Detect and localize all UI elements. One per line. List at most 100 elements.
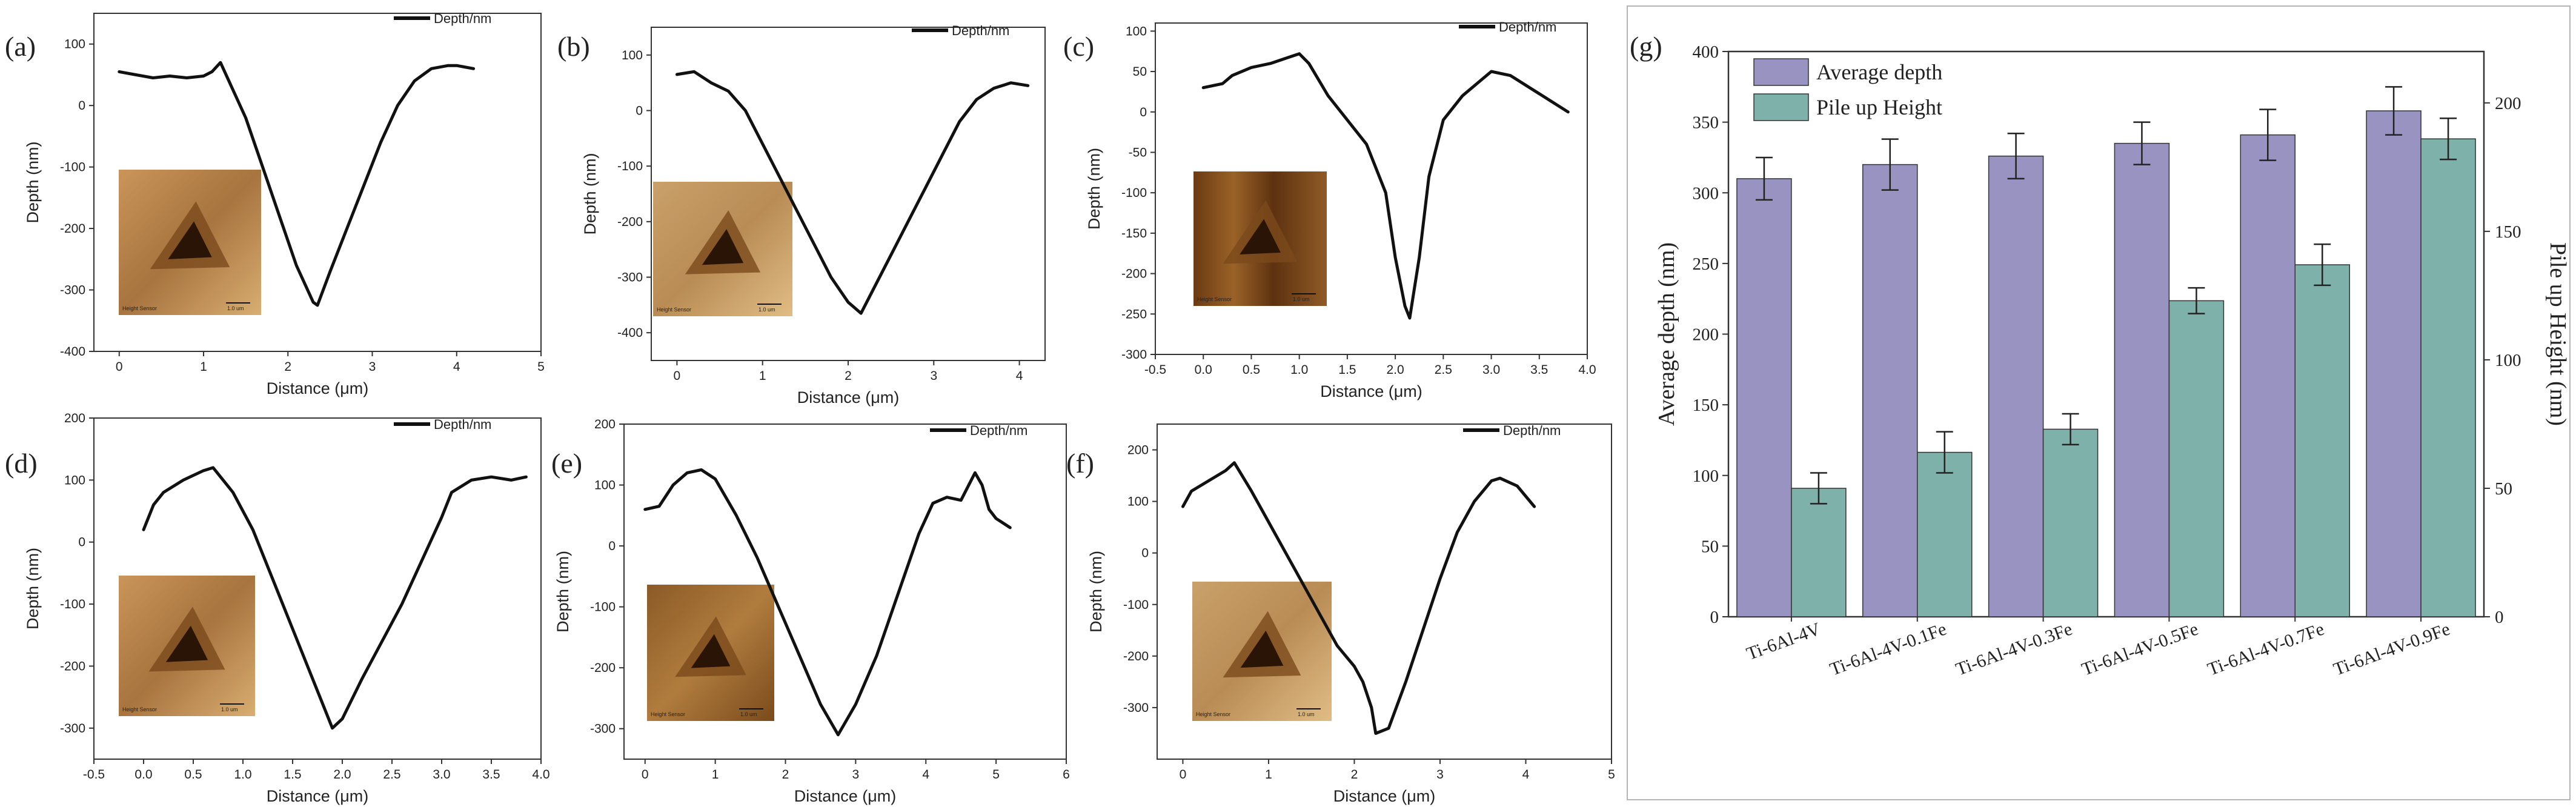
inset-sensor-label: Height Sensor [1197,296,1232,302]
category-label: Ti-6Al-4V-0.5Fe [2079,619,2201,680]
average-depth-bar [1736,178,1792,617]
y-tick-label: -100 [1123,598,1149,612]
legend-label: Average depth [1816,60,1942,84]
y-tick-label: -200 [60,659,85,673]
category-label: Ti-6Al-4V [1744,619,1823,664]
x-tick-label: -0.5 [83,768,105,782]
x-tick-label: 4 [922,768,929,782]
x-tick-label: 1.0 [234,768,251,782]
y-axis-label: Depth (nm) [554,551,572,633]
y-tick-label: -100 [60,597,85,611]
y-tick-label: 150 [1693,396,1719,415]
y-axis-label: Average depth (nm) [1654,242,1679,426]
x-tick-label: 3.5 [1530,363,1548,377]
x-tick-label: 1 [1265,768,1272,782]
category-label: Ti-6Al-4V-0.9Fe [2331,619,2452,680]
x-tick-label: 2.0 [1387,363,1404,377]
x-tick-label: 4 [453,360,460,374]
y-tick-label: -100 [1121,186,1147,200]
depth-profile-line [118,61,476,307]
legend-swatch [1753,93,1809,121]
x-tick-label: 3 [369,360,376,374]
legend: Average depth Pile up Height [1753,58,1942,121]
depth-profile-line [142,466,528,730]
bar-group-2 [1862,138,1973,617]
x-tick-label: 2.5 [383,768,400,782]
inset-sensor-label: Height Sensor [1196,711,1230,717]
average-depth-bar [1988,155,2044,617]
panel-label: (d) [5,448,38,479]
inset-scale-label: 1.0 um [740,711,757,717]
x-tick-label: 0.0 [134,768,152,782]
pile-up-height-bar [2420,138,2476,617]
x-tick-label: 1 [759,369,766,383]
x-tick-label: 0 [116,360,123,374]
inset-scale-label: 1.0 um [759,307,775,313]
y-tick-label: 100 [1127,495,1149,509]
y-tick-label: -100 [60,161,85,174]
y-tick-label: -200 [617,215,643,229]
pile-up-height-bar [1917,451,1973,617]
y2-tick-label: 0 [2495,608,2504,627]
x-tick-label: 0.5 [1243,363,1260,377]
panel-c: Height Sensor 1.0 um -0.5 0.0 0.5 1.0 1.5 2.0 2.… [1063,19,1596,400]
y-tick-label: 50 [1701,537,1719,556]
afm-inset-image: Height Sensor 1.0 um [653,182,792,316]
x-tick-label: 1.5 [284,768,301,782]
legend-label: Pile up Height [1816,95,1942,119]
y2-axis-label: Pile up Height (nm) [2545,242,2571,426]
bar-group-6 [2366,86,2476,617]
x-tick-label: 2.0 [333,768,351,782]
y-axis-label: Depth (nm) [24,548,42,629]
x-tick-label: 0.0 [1195,363,1212,377]
x-axis-label: Distance (μm) [1320,382,1422,400]
x-tick-label: 0.5 [184,768,202,782]
depth-profile-line [1201,52,1570,320]
x-tick-label: 3.0 [1482,363,1500,377]
x-tick-label: 3 [852,768,860,782]
y-tick-label: 300 [1693,184,1719,203]
x-tick-label: 2 [1351,768,1358,782]
inset-scale-label: 1.0 um [1293,296,1310,302]
y-tick-label: 100 [1693,467,1719,486]
indent-triangle [702,229,744,265]
x-axis-label: Distance (μm) [267,379,369,397]
y-tick-label: -300 [590,722,616,736]
x-tick-label: 1 [712,768,719,782]
y2-tick-label: 200 [2495,94,2521,113]
x-tick-label: 4 [1016,369,1023,383]
average-depth-bar [2240,134,2295,617]
depth-profile-line [675,70,1030,315]
y-axis-label: Depth (nm) [581,153,599,234]
bar-group-1 [1736,156,1847,617]
panel-b: Height Sensor 1.0 um 0 1 2 3 4 -400 -300 -200 -100… [557,23,1046,407]
depth-profile-line [643,468,1012,737]
panel-d: Height Sensor 1.0 um -0.5 0.0 0.5 1.0 1.5 2.0 2.… [5,411,550,805]
y2-tick-label: 150 [2495,222,2521,242]
inset-scale-label: 1.0 um [1298,711,1315,717]
pile-up-height-bar [2294,264,2350,617]
y-tick-label: -50 [1129,145,1147,159]
y-tick-label: -200 [1121,267,1147,281]
y-tick-label: 100 [1126,24,1147,38]
y-tick-label: 100 [64,473,85,487]
panel-label: (g) [1630,31,1662,62]
bar-group-4 [2114,121,2225,617]
y-tick-label: -300 [60,284,85,297]
y-tick-label: 0 [608,539,616,553]
y-tick-label: 100 [594,479,616,493]
x-tick-label: -0.5 [1144,363,1166,377]
y-tick-label: 200 [64,411,85,425]
x-tick-label: 2 [284,360,291,374]
x-tick-label: 1.5 [1338,363,1356,377]
indent-triangle [1240,630,1284,668]
x-tick-label: 4.0 [532,768,549,782]
x-axis-label: Distance (μm) [797,388,900,407]
panel-label: (c) [1063,31,1094,62]
afm-inset-image: Height Sensor 1.0 um [1192,582,1332,721]
bar-group-5 [2240,108,2350,617]
inset-sensor-label: Height Sensor [122,706,157,712]
panel-e: Height Sensor 1.0 um 0 1 2 3 4 5 6 -300 -200 -100 0 1… [551,417,1070,805]
indent-triangle [691,634,731,668]
x-tick-label: 0 [1180,768,1187,782]
